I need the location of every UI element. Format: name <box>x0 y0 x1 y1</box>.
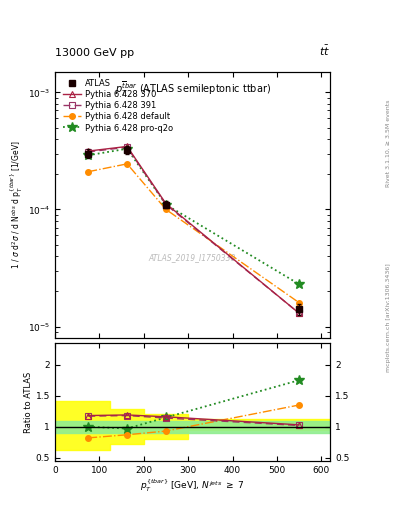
Pythia 6.428 391 <box>297 310 301 316</box>
Line: Pythia 6.428 391: Pythia 6.428 391 <box>85 144 302 316</box>
Pythia 6.428 391 <box>163 202 168 208</box>
Line: Pythia 6.428 default: Pythia 6.428 default <box>86 161 302 306</box>
Y-axis label: 1 / $\sigma$ d$^2\sigma$ / d N$^{obs}$ d p$^{\{tbar\}}_T$ [1/GeV]: 1 / $\sigma$ d$^2\sigma$ / d N$^{obs}$ d… <box>9 140 25 269</box>
X-axis label: $p^{\{tbar\}}_T$ [GeV], $N^{jets}$ $\geq$ 7: $p^{\{tbar\}}_T$ [GeV], $N^{jets}$ $\geq… <box>140 477 245 494</box>
Pythia 6.428 pro-q2o <box>163 202 168 208</box>
Pythia 6.428 pro-q2o <box>297 281 301 287</box>
Y-axis label: Ratio to ATLAS: Ratio to ATLAS <box>24 371 33 433</box>
Pythia 6.428 default <box>86 168 91 175</box>
Text: 13000 GeV pp: 13000 GeV pp <box>55 48 134 58</box>
Pythia 6.428 pro-q2o <box>125 145 129 152</box>
Line: Pythia 6.428 370: Pythia 6.428 370 <box>85 143 303 317</box>
Text: Rivet 3.1.10, ≥ 3.5M events: Rivet 3.1.10, ≥ 3.5M events <box>386 100 391 187</box>
Pythia 6.428 370 <box>297 310 301 316</box>
Pythia 6.428 pro-q2o <box>86 152 91 158</box>
Line: Pythia 6.428 pro-q2o: Pythia 6.428 pro-q2o <box>83 144 304 289</box>
Pythia 6.428 370 <box>86 148 91 154</box>
Pythia 6.428 391 <box>86 149 91 155</box>
Pythia 6.428 370 <box>125 143 129 150</box>
Text: $p_T^{\overline{t}bar}$ (ATLAS semileptonic ttbar): $p_T^{\overline{t}bar}$ (ATLAS semilepto… <box>115 80 270 98</box>
Pythia 6.428 370 <box>163 201 168 207</box>
Legend: ATLAS, Pythia 6.428 370, Pythia 6.428 391, Pythia 6.428 default, Pythia 6.428 pr: ATLAS, Pythia 6.428 370, Pythia 6.428 39… <box>59 76 176 136</box>
Text: ATLAS_2019_I1750330: ATLAS_2019_I1750330 <box>149 253 236 263</box>
Pythia 6.428 391 <box>125 144 129 150</box>
Pythia 6.428 default <box>125 161 129 167</box>
Pythia 6.428 default <box>163 206 168 212</box>
Text: mcplots.cern.ch [arXiv:1306.3436]: mcplots.cern.ch [arXiv:1306.3436] <box>386 263 391 372</box>
Text: $t\bar{t}$: $t\bar{t}$ <box>319 44 330 58</box>
Pythia 6.428 default <box>297 300 301 306</box>
